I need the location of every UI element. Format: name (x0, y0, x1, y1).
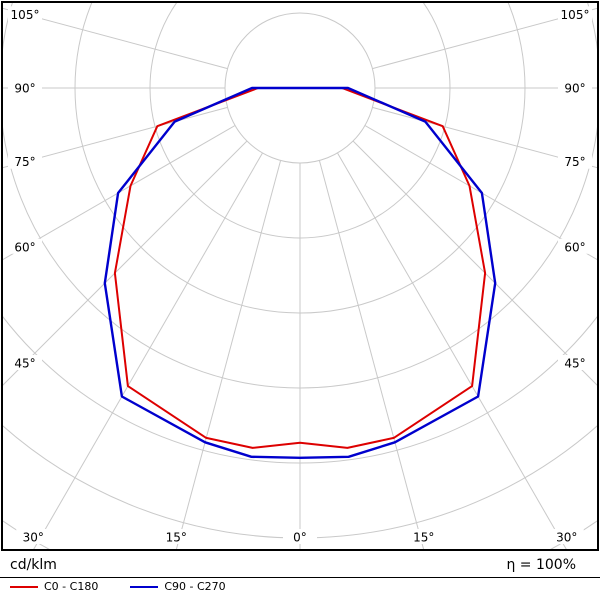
grid-ray (2, 7, 228, 70)
angle-label: 60° (14, 240, 35, 254)
angle-label: 90° (14, 82, 35, 96)
angle-label-bg (8, 6, 42, 22)
angle-label: 0° (293, 531, 307, 545)
angle-label: 105° (561, 8, 590, 22)
legend-item: C90 - C270 (130, 580, 226, 593)
grid-ray (175, 160, 282, 550)
legend-label: C90 - C270 (164, 580, 226, 593)
grid-ray (2, 106, 228, 169)
angle-label-bg (8, 238, 42, 254)
angle-label: 45° (564, 357, 585, 371)
legend-swatch (130, 585, 159, 588)
legend-label: C0 - C180 (44, 580, 99, 593)
angle-label-bg (558, 153, 592, 169)
angle-label-bg (558, 6, 592, 22)
angle-label-bg (283, 529, 317, 544)
footer-top-row: cd/klm η = 100% (0, 552, 600, 577)
chart-footer: cd/klm η = 100% C0 - C180 C90 - C270 (0, 552, 600, 595)
angle-label: 30° (556, 531, 577, 545)
angle-label: 75° (14, 155, 35, 169)
angle-label: 60° (564, 240, 585, 254)
curve-c0-c180 (113, 87, 487, 449)
angle-label: 75° (564, 155, 585, 169)
grid-ray (2, 125, 236, 261)
grid-ray (318, 160, 425, 550)
polar-chart: 105° 105° 90° 90° 75° 75° 60° 60° 45° 45° 30° 30° 15… (0, 0, 600, 552)
angle-label: 90° (564, 82, 585, 96)
angle-label-bg (558, 80, 592, 95)
grid-ray (372, 106, 598, 169)
grid-ray (337, 152, 568, 550)
angle-label-bg (159, 529, 194, 544)
units-label: cd/klm (10, 557, 57, 573)
angle-label-bg (558, 355, 592, 370)
legend-divider (0, 577, 600, 578)
angle-label: 15° (166, 531, 187, 545)
angle-label-bg (8, 80, 42, 95)
angle-label-bg (558, 238, 592, 254)
angle-label-bg (16, 529, 51, 544)
angle-label: 105° (11, 8, 40, 22)
angle-label-bg (549, 529, 584, 544)
curve-c90-c270 (103, 86, 497, 459)
angle-label-bg (406, 529, 441, 544)
angle-label: 30° (23, 531, 44, 545)
angle-label-bg (8, 355, 42, 370)
legend-item: C0 - C180 (10, 580, 98, 593)
legend: C0 - C180 C90 - C270 (0, 578, 600, 595)
grid-ray (32, 152, 263, 550)
chart-border (1, 1, 599, 551)
grid-ray (364, 125, 598, 261)
angle-label: 45° (14, 357, 35, 371)
angle-label: 15° (413, 531, 434, 545)
efficiency-label: η = 100% (506, 557, 576, 573)
angle-label-bg (8, 153, 42, 169)
legend-swatch (10, 585, 38, 588)
grid-ray (372, 7, 598, 70)
